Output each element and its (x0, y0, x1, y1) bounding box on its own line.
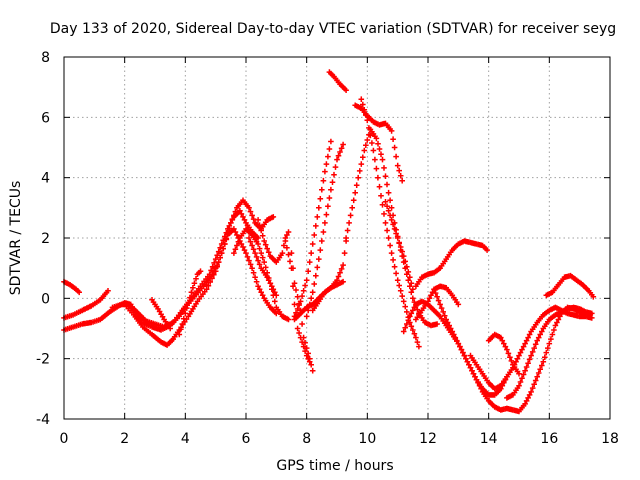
x-tick-label: 8 (302, 431, 311, 447)
y-tick-label: -2 (36, 352, 50, 368)
tick-layer: 0 2 4 6 8 10 12 14 16 18 -4 -2 0 2 4 6 8 (36, 50, 619, 447)
series-track-7 (176, 268, 204, 338)
x-tick-label: 12 (419, 431, 437, 447)
y-tick-label: 0 (41, 291, 50, 307)
chart-title: Day 133 of 2020, Sidereal Day-to-day VTE… (50, 21, 616, 37)
series-track-16 (309, 238, 349, 314)
series-track-4 (109, 208, 261, 330)
grid-layer (64, 57, 610, 419)
x-tick-label: 14 (480, 431, 498, 447)
series-track-26 (467, 304, 595, 392)
series-layer (61, 69, 597, 415)
x-tick-label: 6 (242, 431, 251, 447)
y-tick-label: 8 (41, 50, 50, 66)
y-axis-label: SDTVAR / TECUs (8, 181, 24, 296)
x-tick-label: 0 (60, 431, 69, 447)
series-track-20 (358, 96, 422, 350)
x-tick-label: 16 (540, 431, 558, 447)
series-track-14 (291, 138, 334, 320)
x-tick-label: 18 (601, 431, 619, 447)
x-axis-label: GPS time / hours (276, 458, 393, 474)
series-track-9 (246, 235, 280, 299)
series-track-21 (382, 199, 416, 293)
y-tick-label: -4 (36, 412, 50, 428)
series-track-19 (343, 126, 440, 329)
y-tick-label: 4 (41, 171, 50, 187)
x-tick-label: 2 (120, 431, 129, 447)
series-track-27 (485, 331, 522, 377)
series-track-28 (504, 304, 595, 401)
x-tick-label: 10 (358, 431, 376, 447)
series-track-29 (543, 272, 597, 300)
y-tick-label: 6 (41, 110, 50, 126)
series-track-24 (413, 238, 490, 290)
y-tick-label: 2 (41, 231, 50, 247)
x-tick-label: 4 (181, 431, 190, 447)
series-track-5 (121, 226, 280, 348)
series-track-10 (255, 217, 292, 265)
series-track-15 (303, 141, 346, 320)
series-track-17 (326, 69, 349, 93)
series-track-6 (149, 297, 173, 332)
